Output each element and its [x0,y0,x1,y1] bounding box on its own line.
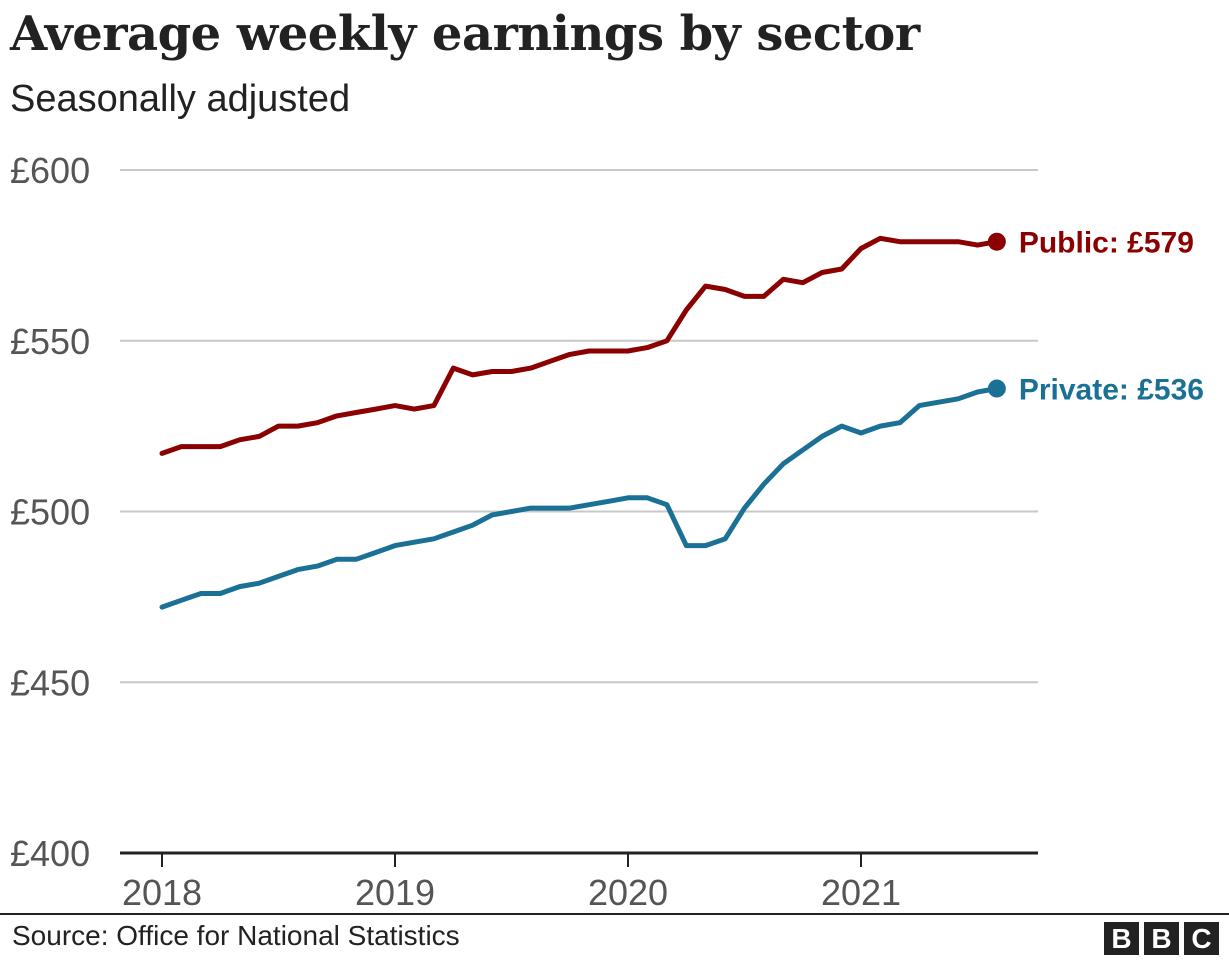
x-tick-label: 2019 [355,872,435,912]
bbc-logo-letter-b1: B [1104,922,1139,955]
series-line-private [159,386,1000,610]
y-tick-label: £450 [10,662,90,703]
end-labels: Public: £579 Private: £536 [987,227,1204,407]
x-tick-label: 2018 [122,872,202,912]
bbc-logo-letter-c: C [1184,922,1219,955]
y-tick-label: £600 [10,150,90,191]
gridlines [120,169,1038,684]
end-label-private: Private: £536 [1019,374,1204,407]
bbc-logo-letter-b2: B [1144,922,1179,955]
x-axis-labels: 2018 2019 2020 2021 [122,872,901,912]
x-tick-label: 2021 [821,872,901,912]
chart-subtitle: Seasonally adjusted [10,78,351,120]
bbc-logo: B B C [1104,922,1219,955]
chart-title: Average weekly earnings by sector [10,6,920,62]
y-axis-labels: £600 £550 £500 £450 £400 [10,150,90,874]
end-marker-public [987,232,1006,251]
y-tick-label: £550 [10,321,90,362]
source-note: Source: Office for National Statistics [12,920,460,951]
series-lines [159,235,1000,610]
y-tick-label: £500 [10,492,90,533]
y-tick-label: £400 [10,833,90,874]
line-chart: £600 £550 £500 £450 £400 2018 2019 2020 2021 Pu… [10,150,1204,912]
x-tick-label: 2020 [588,872,668,912]
footer-divider [0,913,1229,915]
series-line-public [159,235,1000,456]
x-axis-ticks [161,853,862,867]
end-label-public: Public: £579 [1019,227,1194,260]
end-marker-private [987,379,1006,398]
